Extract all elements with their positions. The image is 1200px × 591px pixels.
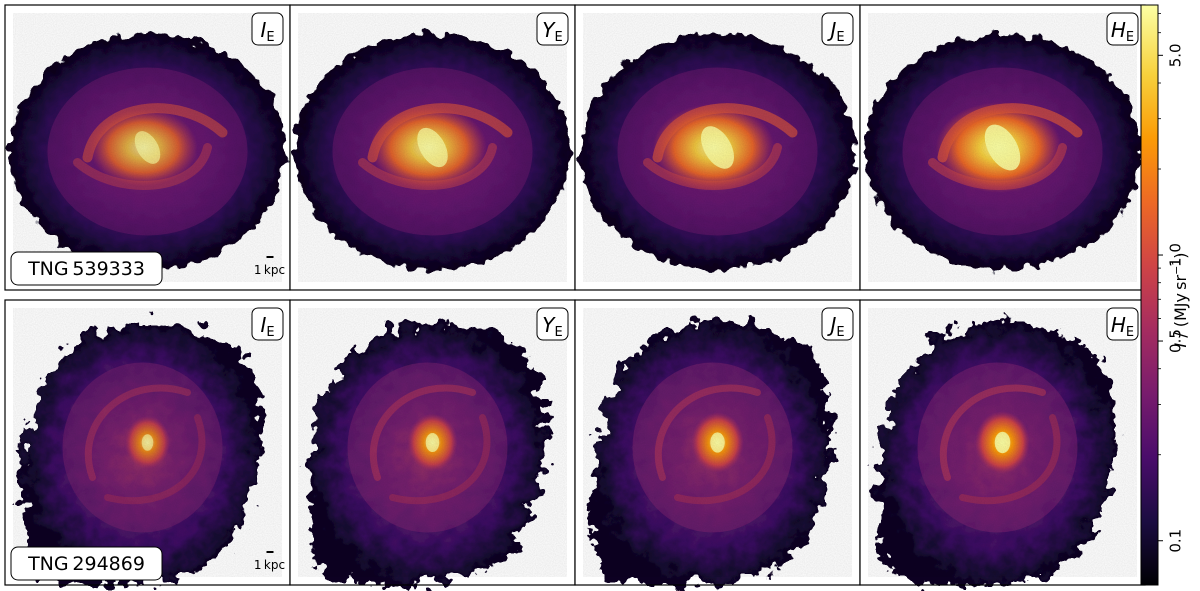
band-label-box (251, 12, 284, 46)
band-name: H (1111, 18, 1126, 42)
galaxy-panel: IE TNG 539333 1 kpc (4, 4, 291, 291)
band-label: YE (542, 313, 562, 340)
galaxy-panel: YE (289, 299, 576, 587)
band-label-box (251, 307, 284, 341)
band-name: J (826, 18, 836, 42)
galaxy-image (864, 13, 1141, 282)
galaxy-panel: IE TNG 294869 1 kpc (4, 299, 291, 587)
colorbar-tick-label: 0.5 (1167, 329, 1185, 353)
band-label: IE (260, 313, 274, 340)
band-subscript: E (266, 325, 274, 340)
scale-bar-label: 1 kpc (254, 558, 285, 572)
band-label: IE (260, 18, 274, 45)
band-subscript: E (836, 325, 844, 340)
colorbar-label: I / (MJy sr−1) (1170, 252, 1190, 347)
band-subscript: E (555, 30, 563, 45)
galaxy-panel: HE (859, 4, 1146, 291)
band-name: Y (542, 18, 556, 42)
galaxy-id-box (10, 546, 163, 581)
galaxy-panel: JE (574, 299, 861, 587)
band-subscript: E (555, 325, 563, 340)
band-subscript: E (1126, 325, 1134, 340)
band-label-box (1106, 12, 1139, 46)
galaxy-panel: HE (859, 299, 1146, 587)
band-label-box (536, 307, 569, 341)
galaxy-image (13, 308, 282, 587)
band-label: JE (826, 18, 844, 45)
band-label-box (1106, 307, 1139, 341)
colorbar-tick-label: 0.1 (1167, 529, 1185, 553)
band-name: I (260, 313, 266, 337)
band-name: I (260, 18, 266, 42)
galaxy-panel: YE (289, 4, 576, 291)
band-label: YE (542, 18, 562, 45)
galaxy-id-label: TNG 294869 (27, 553, 145, 575)
galaxy-image (298, 308, 567, 587)
galaxy-image (579, 13, 856, 282)
galaxy-panel: JE (574, 4, 861, 291)
band-label: JE (826, 313, 844, 340)
band-subscript: E (1126, 30, 1134, 45)
colorbar-gradient (1141, 5, 1158, 585)
colorbar: 0.1 0.5 1.0 5.0 I / (MJy sr−1) (1140, 4, 1190, 586)
band-label-box (821, 307, 854, 341)
band-label: HE (1111, 313, 1134, 340)
colorbar-tick-label: 5.0 (1167, 43, 1185, 67)
galaxy-id-label: TNG 539333 (27, 258, 145, 280)
galaxy-image (294, 13, 571, 282)
colorbar-tick-label: 1.0 (1167, 243, 1185, 267)
band-subscript: E (836, 30, 844, 45)
band-label: HE (1111, 18, 1134, 45)
scale-bar-label: 1 kpc (254, 263, 285, 277)
band-name: J (826, 313, 836, 337)
galaxy-image (9, 13, 286, 282)
band-subscript: E (266, 30, 274, 45)
galaxy-image (583, 308, 852, 587)
band-name: Y (542, 313, 556, 337)
galaxy-image (868, 308, 1137, 587)
band-label-box (821, 12, 854, 46)
galaxy-id-box (10, 251, 163, 286)
band-label-box (536, 12, 569, 46)
band-name: H (1111, 313, 1126, 337)
